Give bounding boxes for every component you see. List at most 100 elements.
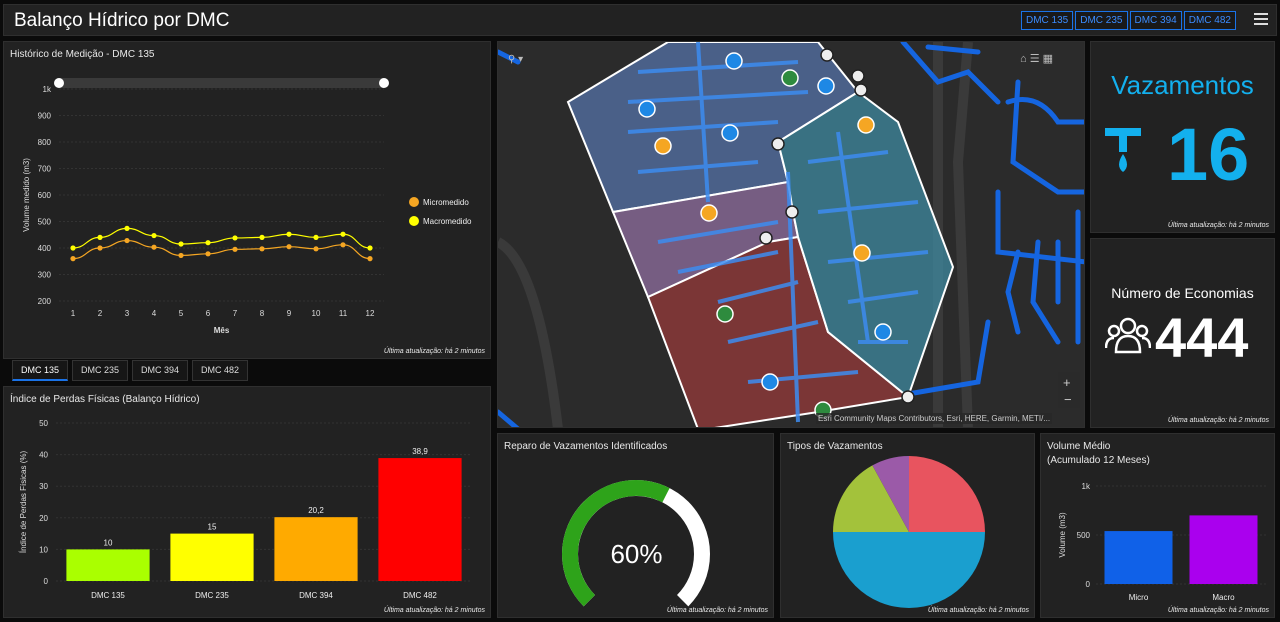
x-tick-label: 8 — [260, 309, 265, 318]
y-tick-label: 500 — [38, 218, 52, 227]
y-tick-label: 600 — [38, 191, 52, 200]
volume-title-line2: (Acumulado 12 Meses) — [1047, 455, 1150, 466]
bar — [1189, 515, 1258, 584]
y-tick-label: 20 — [39, 514, 48, 523]
x-tick-label: 5 — [179, 309, 184, 318]
tab-dmc235[interactable]: DMC 235 — [72, 360, 129, 381]
x-tick-label: 4 — [152, 309, 157, 318]
x-tick-label: DMC 482 — [403, 591, 437, 600]
data-point — [70, 245, 76, 251]
bar — [378, 458, 462, 581]
history-update: Última atualização: há 2 minutos — [383, 348, 485, 355]
y-tick-label: 1k — [43, 85, 52, 94]
economies-value: 444 — [1155, 306, 1249, 369]
history-title: Histórico de Medição - DMC 135 — [10, 49, 155, 60]
repair-value: 60% — [610, 539, 663, 569]
users-icon — [1105, 317, 1151, 354]
range-handle-right[interactable] — [379, 78, 389, 88]
data-point — [232, 235, 238, 241]
header-tab-dmc482[interactable]: DMC 482 — [1183, 11, 1236, 30]
y-tick-label: 0 — [1086, 580, 1091, 589]
map-attribution: Esri Community Maps Contributors, Esri, … — [816, 413, 1053, 424]
losses-title: Índice de Perdas Físicas (Balanço Hídric… — [10, 394, 200, 405]
repair-update: Última atualização: há 2 minutos — [666, 607, 768, 614]
page-title: Balanço Hídrico por DMC — [14, 10, 230, 31]
data-point — [340, 242, 346, 248]
header-tab-dmc235[interactable]: DMC 235 — [1075, 11, 1128, 30]
volume-update: Última atualização: há 2 minutos — [1167, 607, 1269, 614]
bar-value-label: 20,2 — [308, 506, 324, 515]
leaks-title: Vazamentos — [1111, 70, 1254, 100]
gauge-fill — [562, 480, 670, 607]
range-handle-left[interactable] — [54, 78, 64, 88]
leaks-value: 16 — [1167, 113, 1250, 196]
svg-text:⌂ ☰ ▦: ⌂ ☰ ▦ — [1020, 53, 1053, 65]
x-tick-label: 11 — [339, 309, 348, 318]
x-tick-label: Micro — [1129, 593, 1149, 602]
bar-value-label: 15 — [208, 523, 217, 532]
header-tabs: DMC 135 DMC 235 DMC 394 DMC 482 — [1021, 11, 1236, 30]
svg-text:+: + — [1063, 375, 1071, 390]
history-panel: Histórico de Medição - DMC 135 200 300 400… — [3, 41, 491, 359]
types-pie — [833, 456, 985, 608]
y-tick-label: 50 — [39, 419, 48, 428]
repair-gauge — [562, 480, 710, 607]
data-point — [286, 244, 292, 250]
svg-text:−: − — [1064, 392, 1072, 407]
tab-dmc394[interactable]: DMC 394 — [132, 360, 189, 381]
legend-swatch — [409, 197, 419, 207]
losses-panel: Índice de Perdas Físicas (Balanço Hídric… — [3, 386, 491, 618]
tab-dmc482[interactable]: DMC 482 — [192, 360, 249, 381]
y-tick-label: 300 — [38, 271, 52, 280]
data-point — [178, 241, 184, 247]
y-axis-label: Volume (m3) — [1058, 512, 1067, 558]
header-tab-dmc394[interactable]: DMC 394 — [1129, 11, 1182, 30]
leaks-update: Última atualização: há 2 minutos — [1167, 222, 1269, 229]
x-tick-label: 12 — [366, 309, 375, 318]
tab-dmc135[interactable]: DMC 135 — [12, 360, 69, 381]
header-tab-dmc135[interactable]: DMC 135 — [1021, 11, 1074, 30]
data-point — [259, 246, 265, 252]
y-tick-label: 200 — [38, 297, 52, 306]
x-tick-label: 3 — [125, 309, 130, 318]
economies-update: Última atualização: há 2 minutos — [1167, 417, 1269, 424]
leaks-panel: Vazamentos 16 Última atualização: há 2 m… — [1090, 41, 1275, 233]
x-tick-label: DMC 394 — [299, 591, 333, 600]
y-tick-label: 30 — [39, 482, 48, 491]
x-tick-label: 7 — [233, 309, 238, 318]
repair-panel: Reparo de Vazamentos Identificados 60% Ú… — [497, 433, 774, 618]
data-point — [286, 231, 292, 237]
map-canvas[interactable]: ⚲ ▾ ⌂ ☰ ▦ + − — [498, 42, 1085, 428]
x-tick-label: 10 — [312, 309, 321, 318]
data-point — [178, 252, 184, 259]
y-tick-label: 40 — [39, 451, 48, 460]
pie-slice — [833, 465, 909, 532]
data-point — [97, 234, 103, 240]
bar-value-label: 10 — [104, 538, 113, 547]
hamburger-menu-icon[interactable] — [1254, 13, 1268, 25]
x-tick-label: 2 — [98, 309, 103, 318]
x-tick-label: DMC 135 — [91, 591, 125, 600]
losses-update: Última atualização: há 2 minutos — [383, 607, 485, 614]
y-tick-label: 800 — [38, 138, 52, 147]
volume-title-line1: Volume Médio — [1047, 441, 1111, 452]
map-panel[interactable]: ⚲ ▾ ⌂ ☰ ▦ + − Esri Community Maps Contri… — [497, 41, 1085, 428]
pie-slice — [909, 456, 985, 532]
data-point — [205, 240, 211, 246]
range-slider — [59, 78, 384, 88]
pie-slice — [872, 456, 909, 532]
data-point — [151, 244, 157, 250]
bar — [274, 517, 358, 581]
data-point — [313, 234, 319, 240]
x-axis-label: Mês — [214, 326, 230, 335]
data-point — [205, 251, 211, 257]
data-point — [97, 245, 103, 251]
data-point — [340, 231, 346, 237]
series-line-macromedido — [72, 227, 371, 249]
header: Balanço Hídrico por DMC DMC 135 DMC 235 … — [3, 4, 1277, 36]
types-title: Tipos de Vazamentos — [787, 441, 883, 452]
x-tick-label: 6 — [206, 309, 211, 318]
pie-slice — [833, 532, 985, 608]
legend-label: Micromedido — [423, 198, 469, 207]
